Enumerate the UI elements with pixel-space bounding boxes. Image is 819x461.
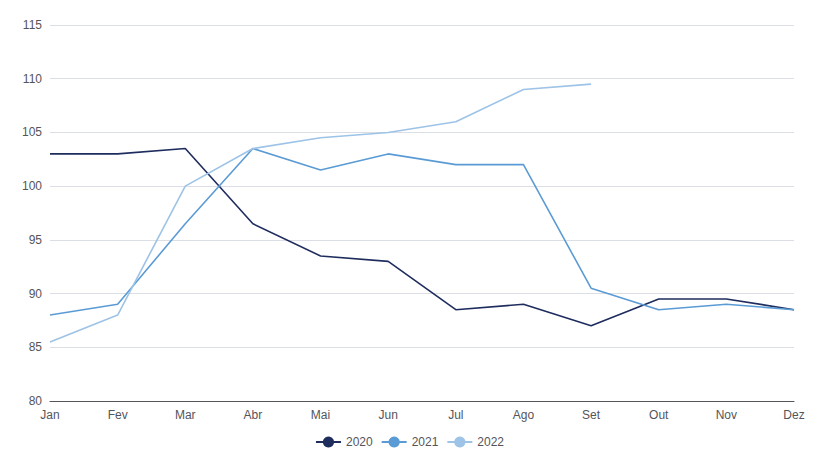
svg-text:Ago: Ago <box>513 408 535 422</box>
svg-text:110: 110 <box>23 72 42 86</box>
svg-text:Set: Set <box>582 408 601 422</box>
svg-text:80: 80 <box>29 394 43 408</box>
svg-text:2021: 2021 <box>412 435 439 449</box>
svg-text:Jul: Jul <box>448 408 463 422</box>
svg-text:Out: Out <box>649 408 669 422</box>
svg-text:Jan: Jan <box>40 408 59 422</box>
svg-text:Abr: Abr <box>244 408 263 422</box>
svg-text:100: 100 <box>22 179 42 193</box>
svg-text:Mar: Mar <box>175 408 196 422</box>
svg-text:85: 85 <box>29 340 43 354</box>
svg-text:115: 115 <box>23 18 42 32</box>
svg-text:Dez: Dez <box>783 408 804 422</box>
svg-text:2022: 2022 <box>477 435 504 449</box>
svg-text:90: 90 <box>29 287 43 301</box>
svg-text:Fev: Fev <box>108 408 128 422</box>
svg-text:Jun: Jun <box>379 408 398 422</box>
svg-text:95: 95 <box>29 233 43 247</box>
svg-text:Nov: Nov <box>716 408 737 422</box>
svg-text:Mai: Mai <box>311 408 330 422</box>
svg-text:2020: 2020 <box>346 435 373 449</box>
svg-text:105: 105 <box>22 125 42 139</box>
